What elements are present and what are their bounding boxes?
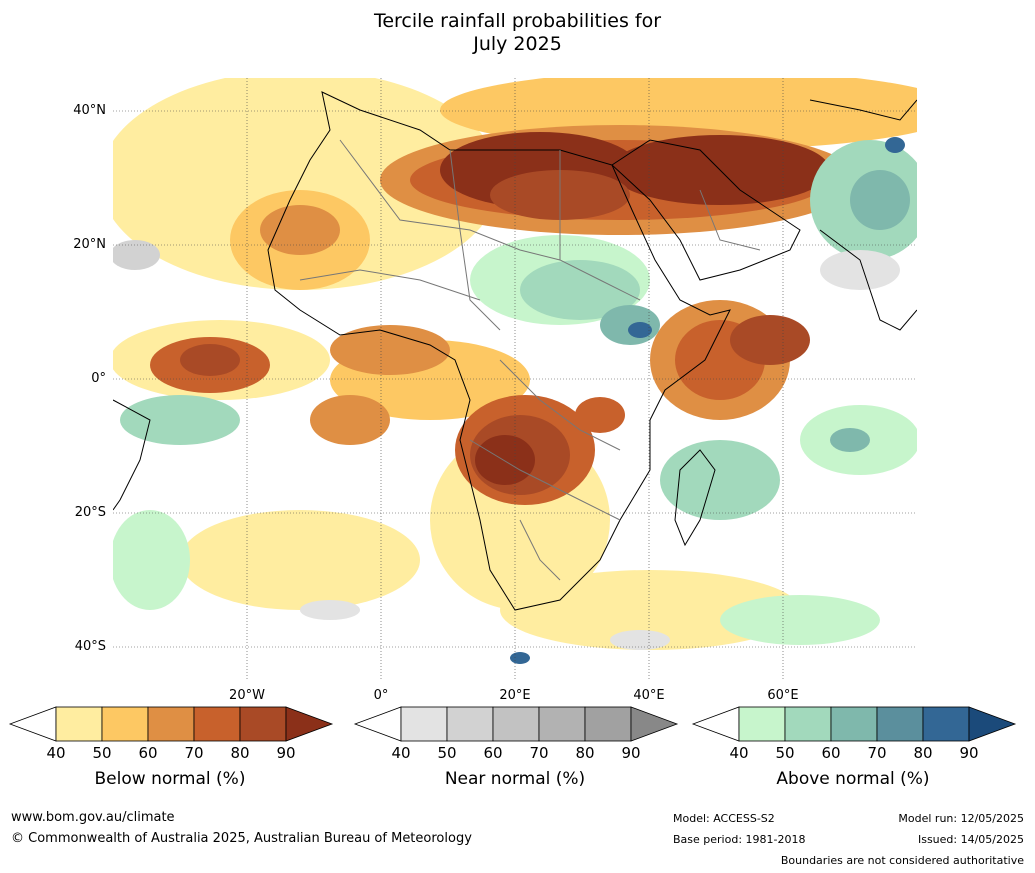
map-title: Tercile rainfall probabilities for July … (0, 10, 1035, 56)
lon-label: 20°E (499, 688, 531, 703)
near-normal-swatch (400, 706, 448, 742)
lon-label: 60°E (767, 688, 799, 703)
near-normal-tick-label: 60 (483, 744, 503, 762)
below-normal-tick-label: 60 (138, 744, 158, 762)
below-normal-swatch (101, 706, 149, 742)
below-normal-swatch (147, 706, 195, 742)
lat-label: 40°S (74, 639, 106, 654)
above-normal-swatch (922, 706, 970, 742)
above-normal-high-extend (968, 706, 1017, 742)
copyright-text: © Commonwealth of Australia 2025, Austra… (11, 831, 472, 846)
near-normal-tick-label: 40 (391, 744, 411, 762)
base-period: Base period: 1981-2018 (673, 833, 806, 846)
above-normal-tick-label: 90 (959, 744, 979, 762)
website-link[interactable]: www.bom.gov.au/climate (11, 810, 175, 825)
below-normal-tick-label: 40 (46, 744, 66, 762)
near-normal-swatch (584, 706, 632, 742)
country-borders (299, 139, 761, 581)
above-normal-label: Above normal (%) (776, 769, 930, 789)
model-run-date: Model run: 12/05/2025 (898, 812, 1024, 825)
below-normal-swatch (239, 706, 287, 742)
above-normal-tick-label: 40 (729, 744, 749, 762)
model-name: Model: ACCESS-S2 (673, 812, 775, 825)
lat-label: 40°N (73, 103, 106, 118)
near-normal-tick-label: 90 (621, 744, 641, 762)
lat-label: 20°N (73, 237, 106, 252)
below-normal-tick-label: 80 (230, 744, 250, 762)
near-normal-tick-label: 70 (529, 744, 549, 762)
lat-label: 20°S (74, 505, 106, 520)
lon-label: 0° (373, 688, 389, 703)
above-normal-swatch (738, 706, 786, 742)
below-normal-swatch (55, 706, 103, 742)
below-normal-label: Below normal (%) (94, 769, 246, 789)
above-normal-tick-label: 60 (821, 744, 841, 762)
title-line-1: Tercile rainfall probabilities for (373, 10, 662, 32)
near-normal-swatch (538, 706, 586, 742)
above-normal-tick-label: 80 (913, 744, 933, 762)
below-normal-tick-label: 70 (184, 744, 204, 762)
lon-label: 20°W (229, 688, 265, 703)
colorbar-legends (8, 706, 1017, 742)
below-normal-swatch (193, 706, 241, 742)
probability-field (113, 78, 917, 680)
graticule (113, 78, 917, 680)
above-normal-tick-label: 70 (867, 744, 887, 762)
issued-date: Issued: 14/05/2025 (917, 833, 1024, 846)
near-normal-label: Near normal (%) (444, 769, 586, 789)
boundaries-disclaimer: Boundaries are not considered authoritat… (780, 854, 1024, 867)
near-normal-tick-label: 50 (437, 744, 457, 762)
title-line-2: July 2025 (473, 33, 562, 55)
near-normal-swatch (492, 706, 540, 742)
below-normal-low-extend (8, 706, 57, 742)
above-normal-swatch (830, 706, 878, 742)
coastlines (113, 91, 917, 611)
near-normal-low-extend (353, 706, 402, 742)
near-normal-swatch (446, 706, 494, 742)
near-normal-tick-label: 80 (575, 744, 595, 762)
below-normal-tick-label: 90 (276, 744, 296, 762)
above-normal-low-extend (691, 706, 740, 742)
above-normal-swatch (784, 706, 832, 742)
above-normal-tick-label: 50 (775, 744, 795, 762)
above-normal-swatch (876, 706, 924, 742)
lon-label: 40°E (633, 688, 665, 703)
near-normal-high-extend (630, 706, 679, 742)
lat-label: 0° (91, 371, 106, 386)
below-normal-tick-label: 50 (92, 744, 112, 762)
below-normal-high-extend (285, 706, 334, 742)
